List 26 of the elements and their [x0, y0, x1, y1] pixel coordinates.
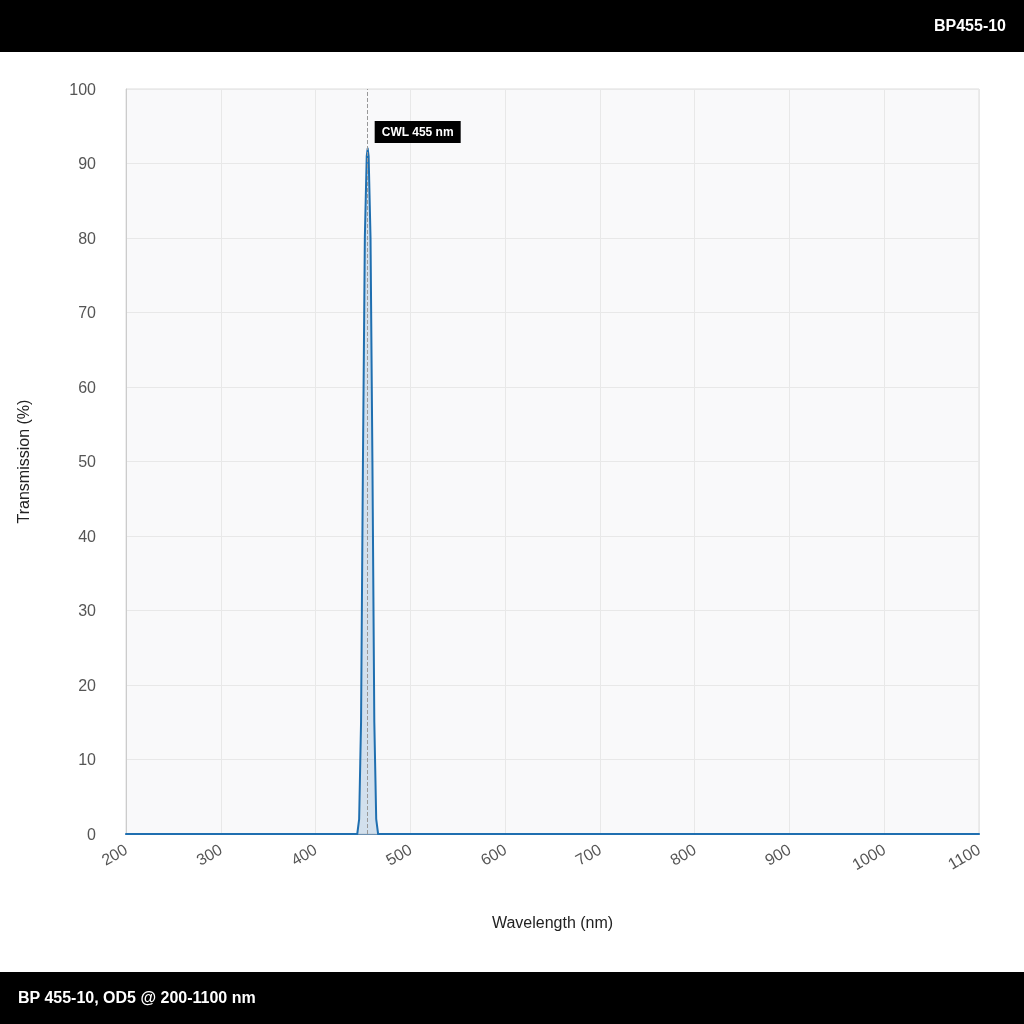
x-tick-label: 600 [477, 840, 510, 869]
x-tick-label: 400 [288, 840, 320, 869]
y-tick-label: 90 [78, 155, 97, 172]
y-tick-label: 40 [78, 527, 97, 545]
y-tick-label: 50 [78, 453, 97, 470]
x-axis-title: Wavelength (nm) [491, 913, 614, 931]
y-tick-label: 60 [78, 378, 97, 396]
y-tick-label: 0 [87, 825, 97, 843]
x-tick-label: 700 [572, 840, 605, 869]
y-tick-label: 10 [78, 751, 97, 768]
x-tick-label: 1000 [849, 840, 889, 874]
y-tick-label: 100 [69, 80, 97, 98]
y-tick-label: 20 [78, 676, 97, 694]
x-tick-label: 800 [667, 840, 700, 869]
y-tick-label: 70 [78, 304, 97, 321]
x-tick-label: 500 [382, 840, 415, 869]
x-tick-label: 900 [762, 840, 794, 869]
x-tick-label: 200 [98, 840, 131, 869]
text: BP 455-10, OD5 @ 200-1100 nm [0, 972, 1024, 1024]
x-tick-label: 1100 [944, 840, 984, 873]
x-tick-label: 300 [193, 840, 226, 869]
y-tick-label: 30 [78, 602, 97, 619]
ref-line-label: CWL 455 nm [381, 125, 454, 139]
chart-title: BP455-10 [0, 0, 1024, 52]
y-tick-label: 80 [78, 229, 97, 247]
y-axis-title: Transmission (%) [14, 399, 32, 524]
